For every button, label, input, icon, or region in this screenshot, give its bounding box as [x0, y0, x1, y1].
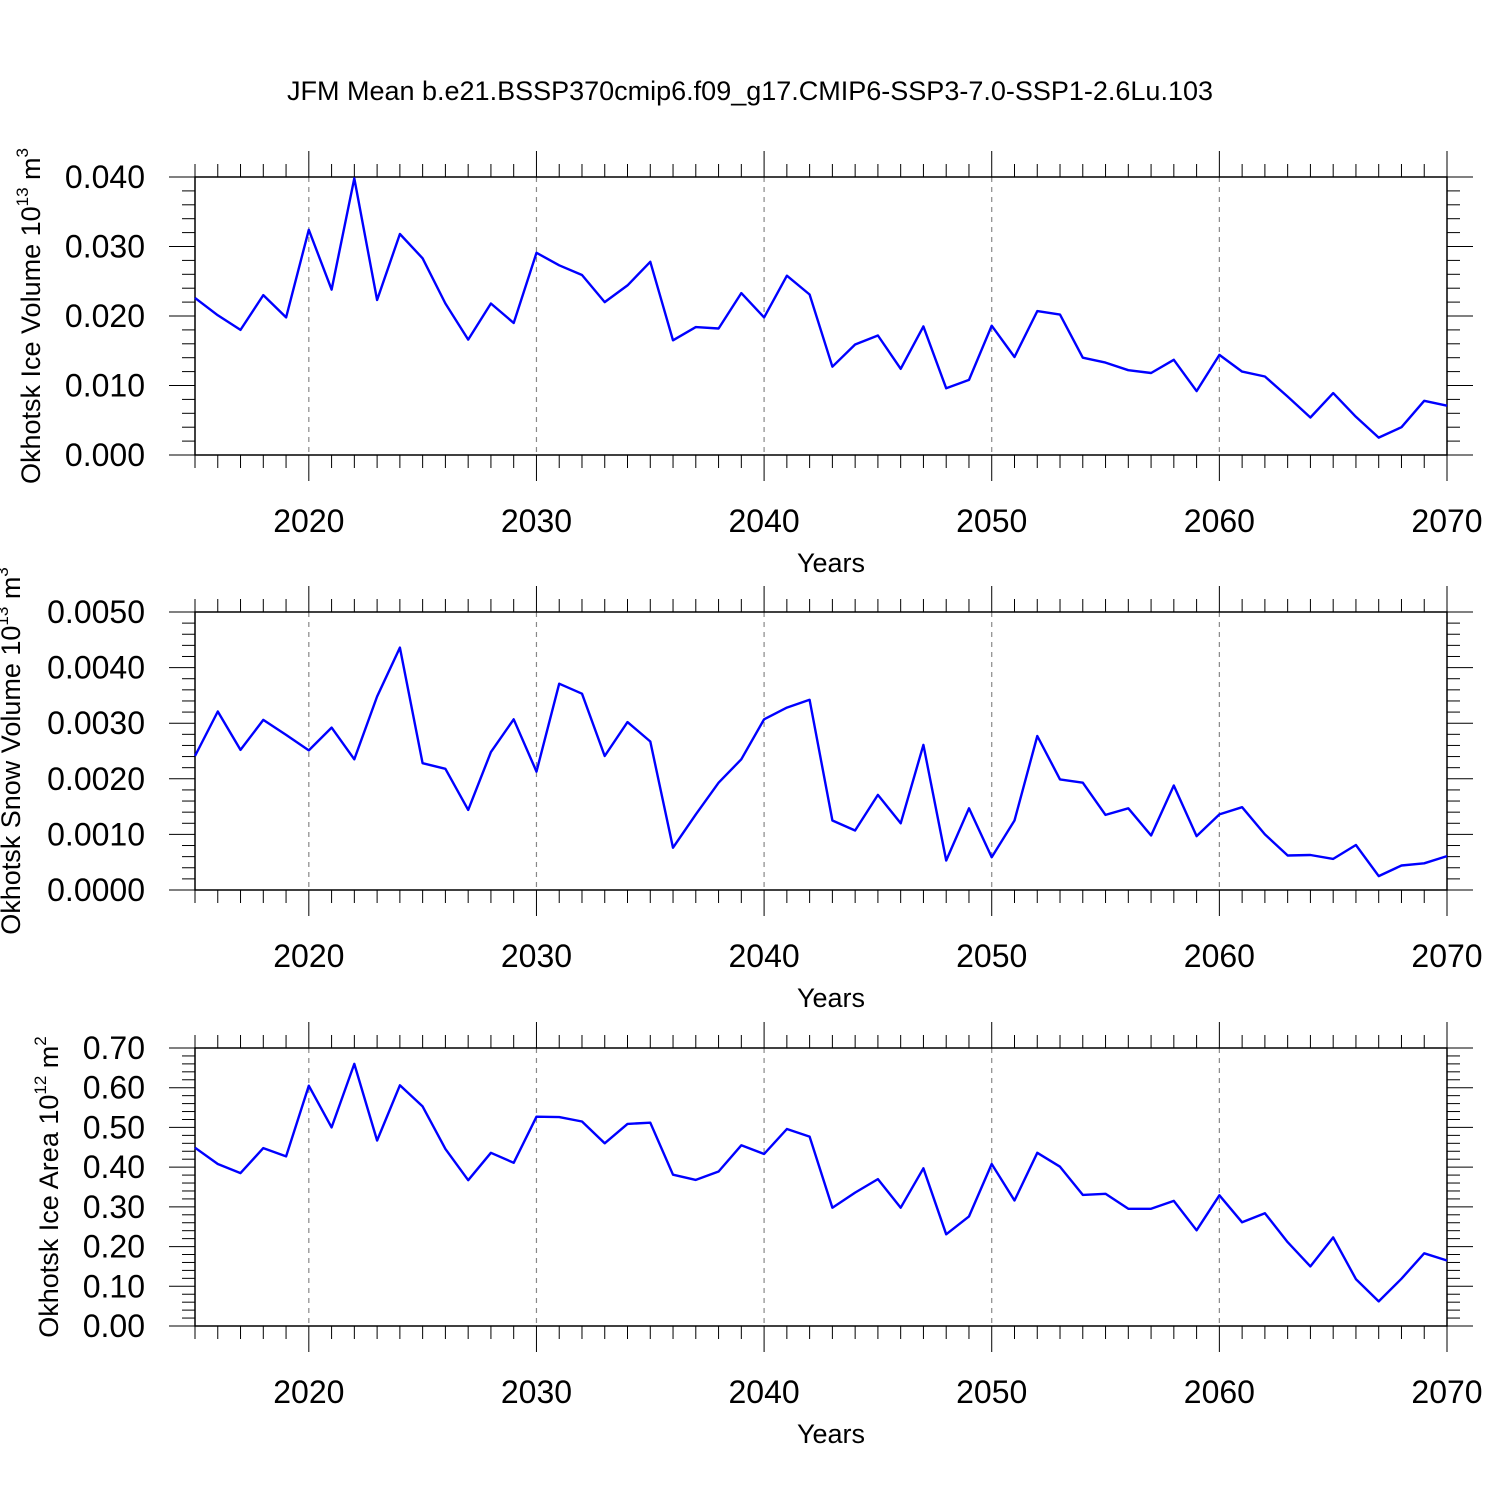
y-tick-label: 0.00 [83, 1308, 145, 1344]
y-tick-label: 0.30 [83, 1189, 145, 1225]
x-tick-label: 2040 [728, 938, 799, 974]
y-axis-title-exp: 12 [31, 1076, 50, 1095]
y-axis-title: Okhotsk Ice Volume 1013 m3 [13, 148, 46, 484]
y-axis-title-exp: 13 [0, 607, 12, 626]
y-tick-label: 0.10 [83, 1268, 145, 1304]
panel-1: 2020 2030 2040 2050 2060 2070 0.000 0.010 0.020 0… [13, 148, 1483, 578]
y-tick-label: 0.020 [65, 298, 145, 334]
y-axis-title-text: Okhotsk Ice Area 10 [34, 1095, 64, 1338]
x-tick-label: 2070 [1411, 938, 1482, 974]
y-tick-label: 0.0050 [47, 594, 145, 630]
y-axis-title-text: Okhotsk Snow Volume 10 [0, 626, 26, 935]
x-tick-label: 2070 [1411, 1374, 1482, 1410]
y-tick-label: 0.0030 [47, 705, 145, 741]
x-tick-label: 2030 [501, 938, 572, 974]
y-axis-title-unit: m [16, 157, 46, 187]
y-tick-label: 0.000 [65, 437, 145, 473]
y-tick-label: 0.0000 [47, 872, 145, 908]
x-tick-label: 2020 [273, 503, 344, 539]
x-tick-label: 2070 [1411, 503, 1482, 539]
y-tick-label: 0.50 [83, 1109, 145, 1145]
y-axis-title-exp: 13 [13, 187, 32, 206]
x-tick-label: 2040 [728, 1374, 799, 1410]
x-tick-label: 2050 [956, 503, 1027, 539]
x-tick-label: 2030 [501, 503, 572, 539]
plot-frame [195, 1048, 1447, 1326]
panel-2: 2020 2030 2040 2050 2060 2070 0.0000 0.0010 0.00… [0, 567, 1483, 1013]
y-axis-title-unit-exp: 3 [13, 148, 32, 157]
y-axis-title-text: Okhotsk Ice Volume 10 [16, 206, 46, 484]
y-axis-title-unit-exp: 2 [31, 1036, 50, 1045]
x-tick-label: 2060 [1184, 1374, 1255, 1410]
y-tick-label: 0.60 [83, 1070, 145, 1106]
y-axis-title: Okhotsk Snow Volume 1013 m3 [0, 567, 26, 935]
series-line-1 [195, 648, 1447, 877]
x-tick-label: 2050 [956, 938, 1027, 974]
y-tick-label: 0.0010 [47, 816, 145, 852]
y-tick-label: 0.010 [65, 368, 145, 404]
x-tick-label: 2030 [501, 1374, 572, 1410]
x-axis-title: Years [797, 1419, 865, 1449]
x-tick-label: 2020 [273, 938, 344, 974]
x-tick-label: 2050 [956, 1374, 1027, 1410]
x-tick-label: 2060 [1184, 938, 1255, 974]
y-axis-title-unit: m [34, 1046, 64, 1076]
y-tick-label: 0.040 [65, 159, 145, 195]
x-tick-label: 2020 [273, 1374, 344, 1410]
y-tick-label: 0.70 [83, 1030, 145, 1066]
y-tick-label: 0.0020 [47, 761, 145, 797]
x-axis-title: Years [797, 983, 865, 1013]
y-axis-title: Okhotsk Ice Area 1012 m2 [31, 1036, 64, 1338]
panel-3: 2020 2030 2040 2050 2060 2070 0.00 0.100.20 0.30… [31, 1022, 1483, 1449]
series-line-1 [195, 178, 1447, 437]
chart-title: JFM Mean b.e21.BSSP370cmip6.f09_g17.CMIP… [287, 76, 1213, 106]
x-tick-label: 2060 [1184, 503, 1255, 539]
y-tick-label: 0.0040 [47, 650, 145, 686]
x-tick-label: 2040 [728, 503, 799, 539]
series-line-1 [195, 1064, 1447, 1302]
x-axis-title: Years [797, 548, 865, 578]
plot-frame [195, 177, 1447, 455]
y-tick-label: 0.030 [65, 229, 145, 265]
y-axis-title-unit-exp: 3 [0, 567, 12, 576]
plot-frame [195, 612, 1447, 890]
y-tick-label: 0.40 [83, 1149, 145, 1185]
y-tick-label: 0.20 [83, 1229, 145, 1265]
y-axis-title-unit: m [0, 577, 26, 607]
